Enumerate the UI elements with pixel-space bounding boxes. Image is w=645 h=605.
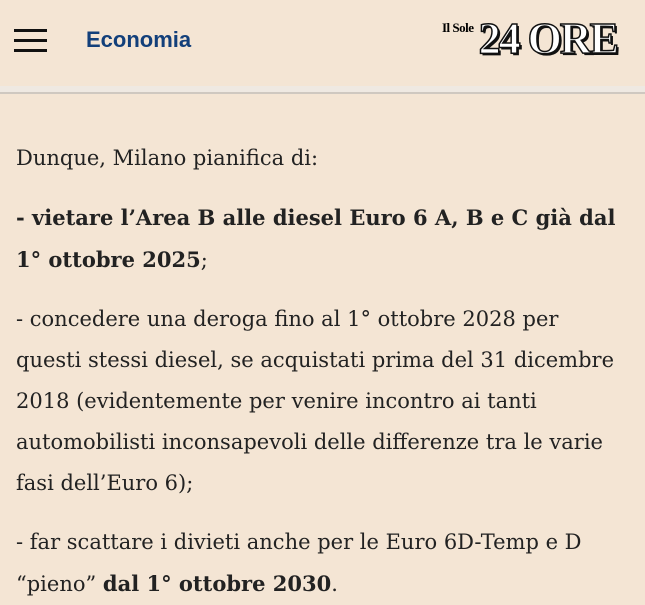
section-title[interactable]: Economia [86,27,192,52]
paragraph-intro: Dunque, Milano pianifica di: [16,146,319,170]
article-body: Dunque, Milano pianifica di: - vietare l… [0,94,645,605]
logo-big: 24 ORE [478,13,620,64]
hamburger-menu-icon[interactable] [14,29,47,53]
item-text: ; [200,248,208,272]
item-bold: - vietare l’Area B alle diesel Euro 6 A,… [16,205,616,272]
list-item: - far scattare i divieti anche per le Eu… [16,522,629,605]
item-bold: dal 1° ottobre 2030 [102,571,332,596]
list-item: - concedere una deroga fino al 1° ottobr… [16,307,614,495]
header-divider [0,86,645,94]
item-text: . [331,572,338,596]
item-text: - far scattare i divieti anche per le Eu… [16,530,582,596]
logo-small: Il Sole [442,20,474,35]
top-bar: Economia Il Sole 24 ORE [0,0,645,86]
list-item: - vietare l’Area B alle diesel Euro 6 A,… [16,197,629,281]
logo[interactable]: Il Sole 24 ORE [442,13,620,64]
